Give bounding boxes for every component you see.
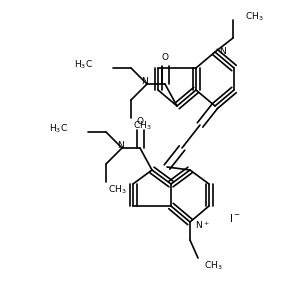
Text: CH$_3$: CH$_3$ [108, 184, 127, 196]
Text: I$^-$: I$^-$ [229, 212, 241, 224]
Text: CH$_3$: CH$_3$ [204, 260, 223, 272]
Text: H$_3$C: H$_3$C [49, 123, 68, 135]
Text: N$^+$: N$^+$ [195, 219, 210, 231]
Text: CH$_3$: CH$_3$ [245, 11, 264, 23]
Text: N: N [219, 47, 226, 55]
Text: N: N [142, 78, 148, 86]
Text: O: O [137, 118, 144, 126]
Text: N: N [117, 142, 123, 150]
Text: CH$_3$: CH$_3$ [133, 120, 151, 132]
Text: O: O [161, 53, 168, 63]
Text: H$_3$C: H$_3$C [74, 59, 93, 71]
